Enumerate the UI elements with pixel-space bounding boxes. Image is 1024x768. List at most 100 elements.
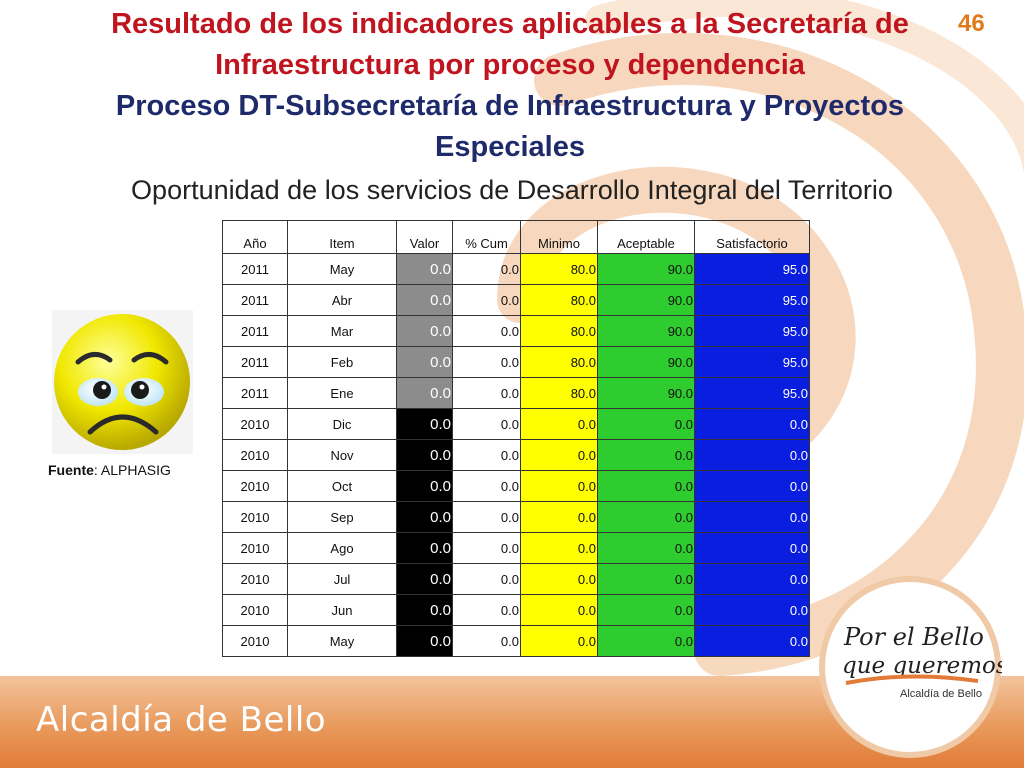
cell-satisfactorio: 0.0: [694, 594, 810, 626]
por-el-bello-logo: Por el Bello que queremos Alcaldía de Be…: [819, 576, 1002, 758]
footer-brand: Alcaldía de Bello: [36, 700, 327, 740]
cell-aceptable: 0.0: [597, 594, 695, 626]
cell-cum: 0.0: [452, 594, 521, 626]
cell-aceptable: 0.0: [597, 532, 695, 564]
table-row: 2010 May 0.0 0.0 0.0 0.0 0.0: [222, 625, 810, 657]
cell-cum: 0.0: [452, 470, 521, 502]
source-value: : ALPHASIG: [93, 462, 171, 478]
cell-minimo: 0.0: [520, 470, 598, 502]
cell-valor: 0.0: [396, 439, 453, 471]
header-valor: Valor: [396, 220, 453, 254]
table-body: 2011 May 0.0 0.0 80.0 90.0 95.0 2011 Abr 0.0 0.0 80…: [222, 253, 810, 657]
cell-cum: 0.0: [452, 501, 521, 533]
cell-valor: 0.0: [396, 501, 453, 533]
cell-valor: 0.0: [396, 408, 453, 440]
cell-cum: 0.0: [452, 253, 521, 285]
cell-aceptable: 0.0: [597, 501, 695, 533]
cell-item: Sep: [287, 501, 397, 533]
cell-valor: 0.0: [396, 315, 453, 347]
cell-cum: 0.0: [452, 563, 521, 595]
cell-aceptable: 0.0: [597, 470, 695, 502]
source-label: Fuente: [48, 462, 94, 478]
table-row: 2010 Nov 0.0 0.0 0.0 0.0 0.0: [222, 439, 810, 471]
cell-minimo: 80.0: [520, 253, 598, 285]
cell-aceptable: 90.0: [597, 346, 695, 378]
cell-anio: 2010: [222, 563, 288, 595]
cell-item: Dic: [287, 408, 397, 440]
cell-anio: 2011: [222, 284, 288, 316]
cell-valor: 0.0: [396, 377, 453, 409]
cell-minimo: 0.0: [520, 532, 598, 564]
cell-aceptable: 90.0: [597, 284, 695, 316]
cell-item: Feb: [287, 346, 397, 378]
cell-anio: 2011: [222, 253, 288, 285]
title-line-2: Infraestructura por proceso y dependenci…: [215, 49, 805, 81]
cell-item: Nov: [287, 439, 397, 471]
cell-cum: 0.0: [452, 408, 521, 440]
cell-item: Ene: [287, 377, 397, 409]
cell-valor: 0.0: [396, 346, 453, 378]
sad-face-icon: [54, 314, 190, 450]
cell-satisfactorio: 95.0: [694, 284, 810, 316]
table-row: 2010 Sep 0.0 0.0 0.0 0.0 0.0: [222, 501, 810, 533]
cell-satisfactorio: 95.0: [694, 377, 810, 409]
title-line-1: Resultado de los indicadores aplicables …: [111, 8, 909, 40]
status-image: [52, 310, 193, 454]
table-row: 2011 Mar 0.0 0.0 80.0 90.0 95.0: [222, 315, 810, 347]
cell-anio: 2011: [222, 315, 288, 347]
cell-item: Abr: [287, 284, 397, 316]
process-line-2: Especiales: [435, 131, 585, 163]
logo-line-1: Por el Bello: [843, 623, 984, 651]
cell-anio: 2011: [222, 346, 288, 378]
cell-minimo: 80.0: [520, 346, 598, 378]
header-satisfactorio: Satisfactorio: [694, 220, 810, 254]
cell-item: Ago: [287, 532, 397, 564]
cell-minimo: 0.0: [520, 625, 598, 657]
cell-aceptable: 0.0: [597, 563, 695, 595]
cell-cum: 0.0: [452, 315, 521, 347]
table-row: 2010 Ago 0.0 0.0 0.0 0.0 0.0: [222, 532, 810, 564]
table-row: 2010 Jun 0.0 0.0 0.0 0.0 0.0: [222, 594, 810, 626]
subtitle: Oportunidad de los servicios de Desarrol…: [131, 175, 893, 205]
cell-valor: 0.0: [396, 563, 453, 595]
cell-valor: 0.0: [396, 470, 453, 502]
cell-minimo: 0.0: [520, 594, 598, 626]
header-cum: % Cum: [452, 220, 521, 254]
cell-aceptable: 0.0: [597, 439, 695, 471]
header-anio: Año: [222, 220, 288, 254]
cell-item: Oct: [287, 470, 397, 502]
cell-anio: 2010: [222, 439, 288, 471]
table-row: 2010 Oct 0.0 0.0 0.0 0.0 0.0: [222, 470, 810, 502]
cell-satisfactorio: 0.0: [694, 625, 810, 657]
cell-aceptable: 90.0: [597, 315, 695, 347]
cell-minimo: 0.0: [520, 563, 598, 595]
cell-cum: 0.0: [452, 284, 521, 316]
cell-satisfactorio: 0.0: [694, 563, 810, 595]
cell-cum: 0.0: [452, 377, 521, 409]
process-line-1: Proceso DT-Subsecretaría de Infraestruct…: [115, 90, 905, 122]
cell-item: May: [287, 625, 397, 657]
cell-minimo: 80.0: [520, 377, 598, 409]
cell-minimo: 0.0: [520, 501, 598, 533]
cell-cum: 0.0: [452, 439, 521, 471]
header-minimo: Minimo: [520, 220, 598, 254]
cell-cum: 0.0: [452, 346, 521, 378]
cell-satisfactorio: 0.0: [694, 408, 810, 440]
indicator-table: Año Item Valor % Cum Minimo Aceptable Sa…: [222, 220, 810, 657]
cell-aceptable: 0.0: [597, 625, 695, 657]
process-title: Proceso DT-Subsecretaría de Infraestruct…: [60, 86, 960, 168]
cell-satisfactorio: 95.0: [694, 346, 810, 378]
cell-minimo: 0.0: [520, 408, 598, 440]
table-header-row: Año Item Valor % Cum Minimo Aceptable Sa…: [222, 220, 810, 254]
cell-satisfactorio: 0.0: [694, 501, 810, 533]
source-note: Fuente: ALPHASIG: [48, 462, 171, 478]
header-aceptable: Aceptable: [597, 220, 695, 254]
cell-item: Jun: [287, 594, 397, 626]
cell-anio: 2011: [222, 377, 288, 409]
table-row: 2011 May 0.0 0.0 80.0 90.0 95.0: [222, 253, 810, 285]
cell-minimo: 80.0: [520, 315, 598, 347]
cell-satisfactorio: 95.0: [694, 315, 810, 347]
cell-satisfactorio: 95.0: [694, 253, 810, 285]
cell-anio: 2010: [222, 625, 288, 657]
cell-anio: 2010: [222, 594, 288, 626]
